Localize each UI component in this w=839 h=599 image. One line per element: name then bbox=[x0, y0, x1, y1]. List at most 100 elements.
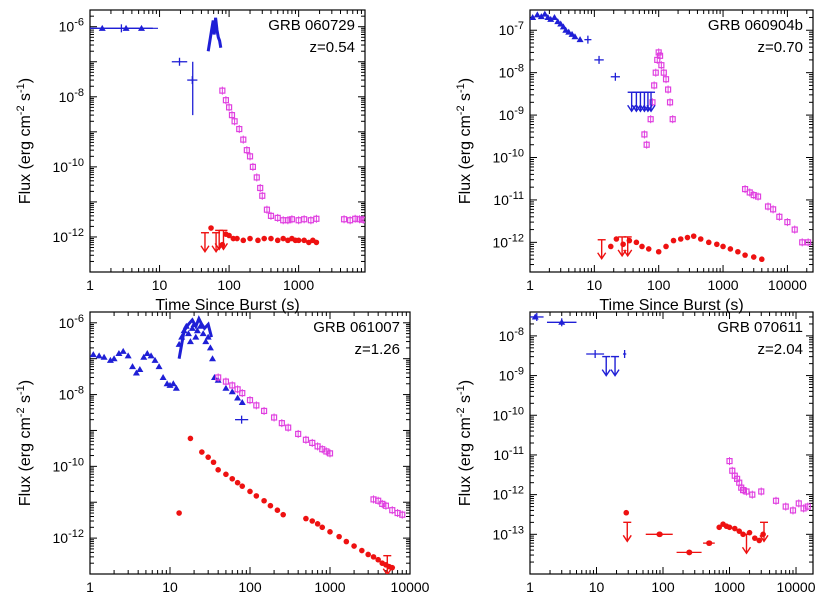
uvot-point bbox=[670, 237, 677, 244]
grb-name: GRB 070611 bbox=[717, 319, 803, 336]
xrt-point bbox=[219, 87, 226, 94]
bat-point bbox=[188, 324, 196, 331]
xrt-point bbox=[750, 191, 757, 199]
y-tick-label: 10-10 bbox=[53, 157, 84, 175]
chart-panel-2: 1 10 100 1000 10000 10-7 10-8 10-9 10-10 10-11 10-… bbox=[455, 9, 814, 314]
xrt-point bbox=[236, 125, 243, 133]
uvot-upper-limit-head bbox=[741, 546, 752, 555]
xrt-point bbox=[288, 216, 295, 223]
uvot-point bbox=[255, 237, 261, 244]
y-tick-label: 10-6 bbox=[59, 313, 84, 331]
xrt-point bbox=[222, 378, 230, 385]
x-tick-label: 100 bbox=[651, 579, 675, 595]
uvot-point bbox=[639, 243, 645, 250]
uvot-point bbox=[343, 538, 350, 545]
x-tick-label: 1000 bbox=[714, 579, 745, 595]
uvot-point bbox=[735, 248, 741, 255]
bat-upper-limit-head bbox=[646, 104, 656, 113]
xrt-point bbox=[662, 76, 670, 83]
xrt-point bbox=[651, 82, 658, 89]
y-tick-label: 10-12 bbox=[493, 485, 524, 503]
xrt-point bbox=[776, 213, 783, 220]
y-tick-label: 10-8 bbox=[499, 326, 524, 344]
xrt-point bbox=[234, 386, 241, 393]
xrt-point bbox=[285, 424, 292, 431]
xrt-point bbox=[229, 382, 236, 389]
y-tick-label: 10-8 bbox=[59, 87, 84, 105]
x-tick-label: 10 bbox=[162, 579, 178, 595]
x-tick-label: 10000 bbox=[777, 579, 816, 595]
xrt-point bbox=[795, 500, 802, 507]
x-tick-label: 100 bbox=[238, 579, 262, 595]
y-tick-label: 10-12 bbox=[53, 227, 84, 245]
y-tick-label: 10-11 bbox=[493, 190, 524, 208]
xrt-point bbox=[758, 488, 765, 495]
bat-point bbox=[147, 352, 155, 359]
y-axis-title: Flux (erg cm-2 s-1) bbox=[455, 380, 474, 506]
xrt-point bbox=[352, 215, 359, 222]
plot-frame bbox=[529, 9, 814, 273]
x-tick-label: 10000 bbox=[391, 579, 430, 595]
uvot-point bbox=[247, 488, 253, 495]
y-tick-label: 10-8 bbox=[499, 63, 524, 81]
uvot-point bbox=[663, 243, 669, 250]
redshift-label: z=2.04 bbox=[758, 341, 803, 358]
xrt-point bbox=[240, 136, 247, 143]
xrt-point bbox=[649, 99, 656, 106]
xrt-point bbox=[772, 497, 780, 504]
bat-point bbox=[155, 363, 163, 370]
x-axis-title: Time Since Burst (s) bbox=[599, 297, 743, 314]
bat-point bbox=[209, 355, 217, 362]
uvot-point bbox=[359, 547, 365, 554]
uvot-point bbox=[280, 235, 287, 242]
bat-point bbox=[132, 369, 140, 376]
xrt-point bbox=[243, 147, 250, 154]
uvot-point bbox=[726, 524, 733, 531]
xrt-point bbox=[257, 184, 264, 192]
x-tick-label: 10000 bbox=[768, 277, 807, 293]
chart-panel-1: 1 10 100 1000 10-6 10-8 10-10 10-12 Time Since B… bbox=[15, 9, 366, 314]
y-tick-label: 10-10 bbox=[53, 456, 84, 474]
xrt-point bbox=[313, 215, 320, 222]
bat-point bbox=[554, 18, 562, 25]
y-tick-label: 10-10 bbox=[493, 405, 524, 423]
xrt-point bbox=[249, 163, 257, 170]
x-tick-label: 100 bbox=[217, 277, 241, 293]
xrt-point bbox=[215, 374, 222, 381]
bat-point bbox=[559, 23, 567, 30]
xrt-point bbox=[278, 420, 285, 427]
y-tick-label: 10-9 bbox=[499, 366, 524, 384]
xrt-point bbox=[669, 116, 676, 123]
uvot-point bbox=[684, 234, 691, 241]
bat-upper-limit-head bbox=[610, 369, 620, 377]
y-tick-label: 10-12 bbox=[53, 528, 84, 546]
uvot-point bbox=[720, 243, 726, 250]
uvot-upper-limit-head bbox=[597, 252, 607, 261]
bat-point bbox=[238, 399, 246, 406]
y-tick-label: 10-7 bbox=[499, 20, 524, 38]
bat-point bbox=[222, 384, 230, 391]
bat-point bbox=[547, 15, 555, 22]
data-layer bbox=[530, 312, 811, 556]
uvot-point bbox=[620, 241, 626, 248]
y-axis-title: Flux (erg cm-2 s-1) bbox=[455, 78, 474, 204]
uvot-point bbox=[247, 235, 253, 242]
plot-frame bbox=[89, 9, 366, 273]
uvot-point bbox=[176, 510, 182, 516]
uvot-point bbox=[314, 521, 321, 527]
bat-point bbox=[175, 340, 183, 347]
bat-point bbox=[204, 333, 212, 340]
bat-point bbox=[122, 24, 130, 31]
xrt-point bbox=[222, 97, 230, 104]
uvot-point bbox=[657, 531, 663, 538]
x-tick-label: 1000 bbox=[707, 277, 738, 293]
uvot-point bbox=[607, 243, 614, 250]
x-tick-label: 100 bbox=[647, 277, 671, 293]
bat-point bbox=[98, 24, 106, 31]
uvot-point bbox=[261, 497, 267, 504]
x-tick-label: 1 bbox=[526, 579, 534, 595]
bat-point bbox=[196, 322, 204, 329]
bat-point bbox=[202, 338, 210, 345]
xrt-point bbox=[666, 99, 674, 106]
xrt-point bbox=[791, 226, 798, 233]
